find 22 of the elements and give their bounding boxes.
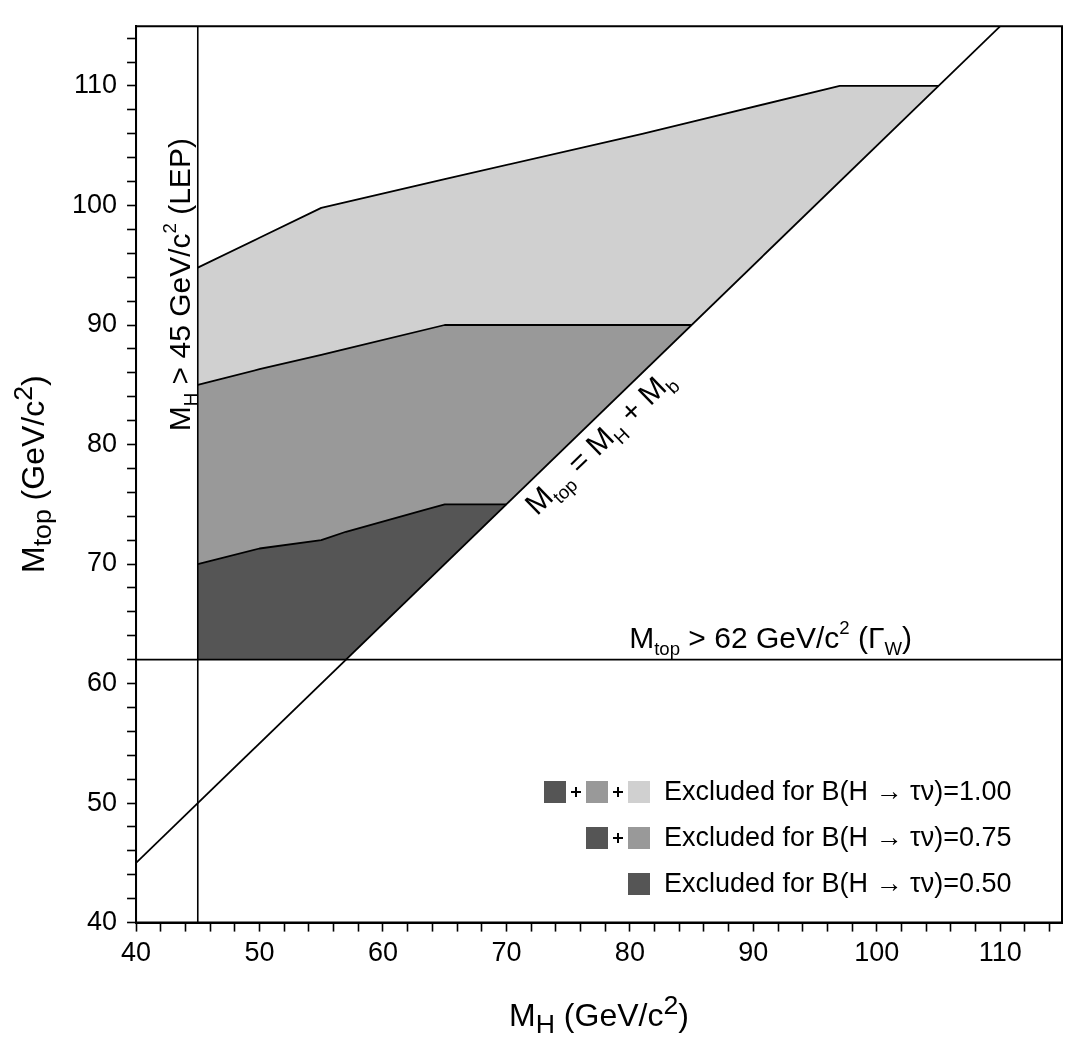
x-tick-label: 60 (367, 937, 398, 968)
x-axis-title: M$_{H}$ (GeV/c$^{2}$) (509, 990, 689, 1038)
x-tick-label: 40 (121, 937, 152, 968)
y-tick-label: 60 (87, 667, 118, 698)
x-tick-label: 50 (244, 937, 275, 968)
y-tick-label: 40 (87, 906, 118, 937)
y-tick-label: 50 (87, 786, 118, 817)
text: Mtop = MH + Mb (518, 370, 684, 521)
legend-label: Excluded for B(H → τν)=0.50 (664, 868, 1012, 900)
legend-label: Excluded for B(H → τν)=0.75 (664, 822, 1012, 854)
y-tick-label: 80 (87, 427, 118, 458)
x-tick-label: 70 (491, 937, 522, 968)
y-tick-label: 70 (87, 547, 118, 578)
x-tick-label: 110 (978, 937, 1022, 968)
y-tick-label: 100 (71, 188, 118, 219)
x-tick-label: 80 (614, 937, 645, 968)
x-tick-label: 90 (738, 937, 769, 968)
ref-line-label: MH > 45 GeV/c2 (LEP) (159, 138, 202, 432)
y-tick-label: 90 (87, 308, 118, 339)
x-tick-label: 100 (854, 937, 900, 968)
legend-label: Excluded for B(H → τν)=1.00 (664, 776, 1012, 808)
y-tick-label: 110 (74, 69, 118, 100)
